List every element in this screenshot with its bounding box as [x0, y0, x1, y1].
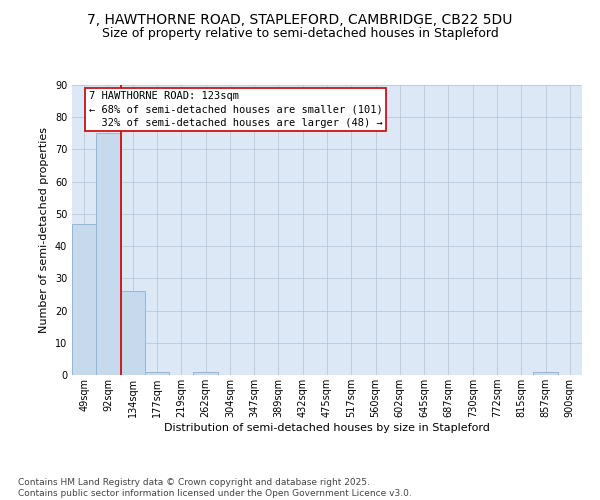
- Bar: [533, 372, 558, 375]
- Text: Contains HM Land Registry data © Crown copyright and database right 2025.
Contai: Contains HM Land Registry data © Crown c…: [18, 478, 412, 498]
- Text: 7, HAWTHORNE ROAD, STAPLEFORD, CAMBRIDGE, CB22 5DU: 7, HAWTHORNE ROAD, STAPLEFORD, CAMBRIDGE…: [88, 12, 512, 26]
- Bar: [193, 372, 218, 375]
- Bar: [121, 291, 145, 375]
- X-axis label: Distribution of semi-detached houses by size in Stapleford: Distribution of semi-detached houses by …: [164, 423, 490, 433]
- Text: Size of property relative to semi-detached houses in Stapleford: Size of property relative to semi-detach…: [101, 28, 499, 40]
- Bar: [145, 372, 169, 375]
- Bar: [72, 224, 96, 375]
- Bar: [96, 134, 121, 375]
- Y-axis label: Number of semi-detached properties: Number of semi-detached properties: [39, 127, 49, 333]
- Text: 7 HAWTHORNE ROAD: 123sqm
← 68% of semi-detached houses are smaller (101)
  32% o: 7 HAWTHORNE ROAD: 123sqm ← 68% of semi-d…: [89, 92, 382, 128]
